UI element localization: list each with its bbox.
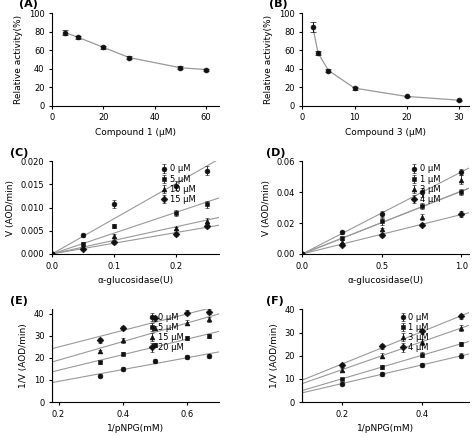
X-axis label: Compound 1 (μM): Compound 1 (μM)	[95, 128, 176, 137]
X-axis label: 1/pNPG(mM): 1/pNPG(mM)	[357, 424, 414, 433]
Text: (D): (D)	[266, 148, 285, 158]
Legend: 0 μM, 5 μM, 10 μM, 15 μM: 0 μM, 5 μM, 10 μM, 15 μM	[160, 163, 196, 205]
X-axis label: α-glucosidase(U): α-glucosidase(U)	[98, 276, 173, 285]
Y-axis label: Relative activity(%): Relative activity(%)	[264, 15, 273, 104]
Y-axis label: 1/V (AOD/min): 1/V (AOD/min)	[19, 323, 28, 388]
X-axis label: Compound 3 (μM): Compound 3 (μM)	[346, 128, 426, 137]
Legend: 0 μM, 1 μM, 3 μM, 4 μM: 0 μM, 1 μM, 3 μM, 4 μM	[398, 312, 430, 353]
Legend: 0 μM, 5 μM, 15 μM, 20 μM: 0 μM, 5 μM, 15 μM, 20 μM	[148, 312, 185, 353]
Text: (F): (F)	[266, 296, 283, 306]
Y-axis label: V (AOD/min): V (AOD/min)	[262, 180, 271, 236]
Y-axis label: V (AOD/min): V (AOD/min)	[6, 180, 15, 236]
Text: (A): (A)	[19, 0, 37, 10]
X-axis label: 1/pNPG(mM): 1/pNPG(mM)	[107, 424, 164, 433]
Y-axis label: 1/V (AOD/min): 1/V (AOD/min)	[270, 323, 279, 388]
Legend: 0 μM, 1 μM, 3 μM, 4 μM: 0 μM, 1 μM, 3 μM, 4 μM	[410, 163, 441, 205]
Text: (B): (B)	[269, 0, 288, 10]
X-axis label: α-glucosidase(U): α-glucosidase(U)	[348, 276, 424, 285]
Text: (C): (C)	[10, 148, 29, 158]
Y-axis label: Relative activity(%): Relative activity(%)	[14, 15, 23, 104]
Text: (E): (E)	[10, 296, 28, 306]
